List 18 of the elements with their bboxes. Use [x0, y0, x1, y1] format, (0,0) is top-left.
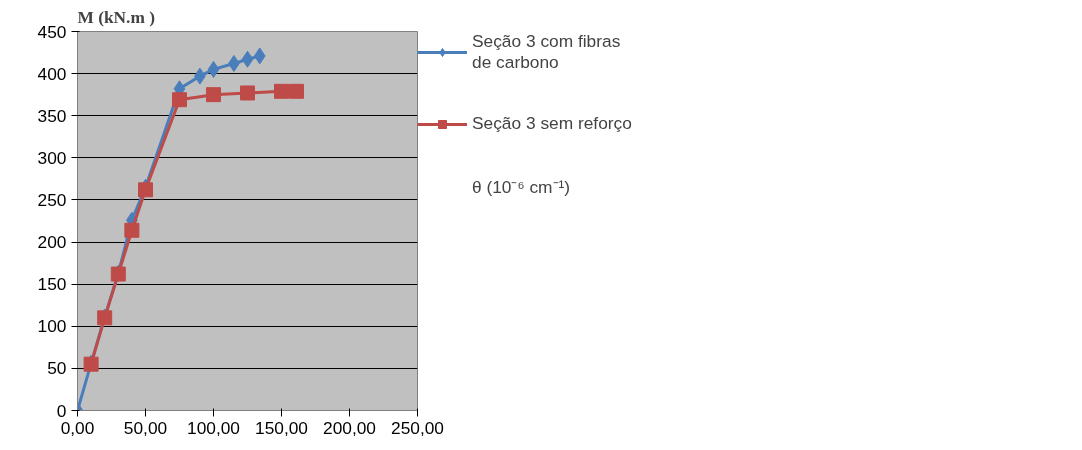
y-tick-label: 350	[37, 105, 67, 126]
y-axis-title: M (kN.m )	[77, 7, 156, 27]
legend-label: Seção 3 sem reforço	[472, 113, 632, 134]
y-tick-label: 300	[37, 147, 67, 168]
y-tick-label: 450	[37, 21, 67, 42]
x-tick-label: 150,00	[255, 417, 308, 438]
y-tick-label: 150	[37, 274, 67, 295]
y-tick-label: 200	[37, 232, 67, 253]
x-tick-label: 250,00	[391, 417, 444, 438]
y-tick-label: 400	[37, 63, 67, 84]
text: θ (10⁻⁶ cm⁻¹)	[472, 176, 571, 198]
x-tick-label: 100,00	[187, 417, 240, 438]
y-tick-label: 250	[37, 189, 67, 210]
legend-label: Seção 3 com fibras de carbono	[472, 31, 621, 73]
y-tick-label: 50	[47, 358, 67, 379]
y-tick-label: 100	[37, 316, 67, 337]
x-tick-label: 200,00	[323, 417, 376, 438]
x-tick-label: 50,00	[123, 417, 168, 438]
